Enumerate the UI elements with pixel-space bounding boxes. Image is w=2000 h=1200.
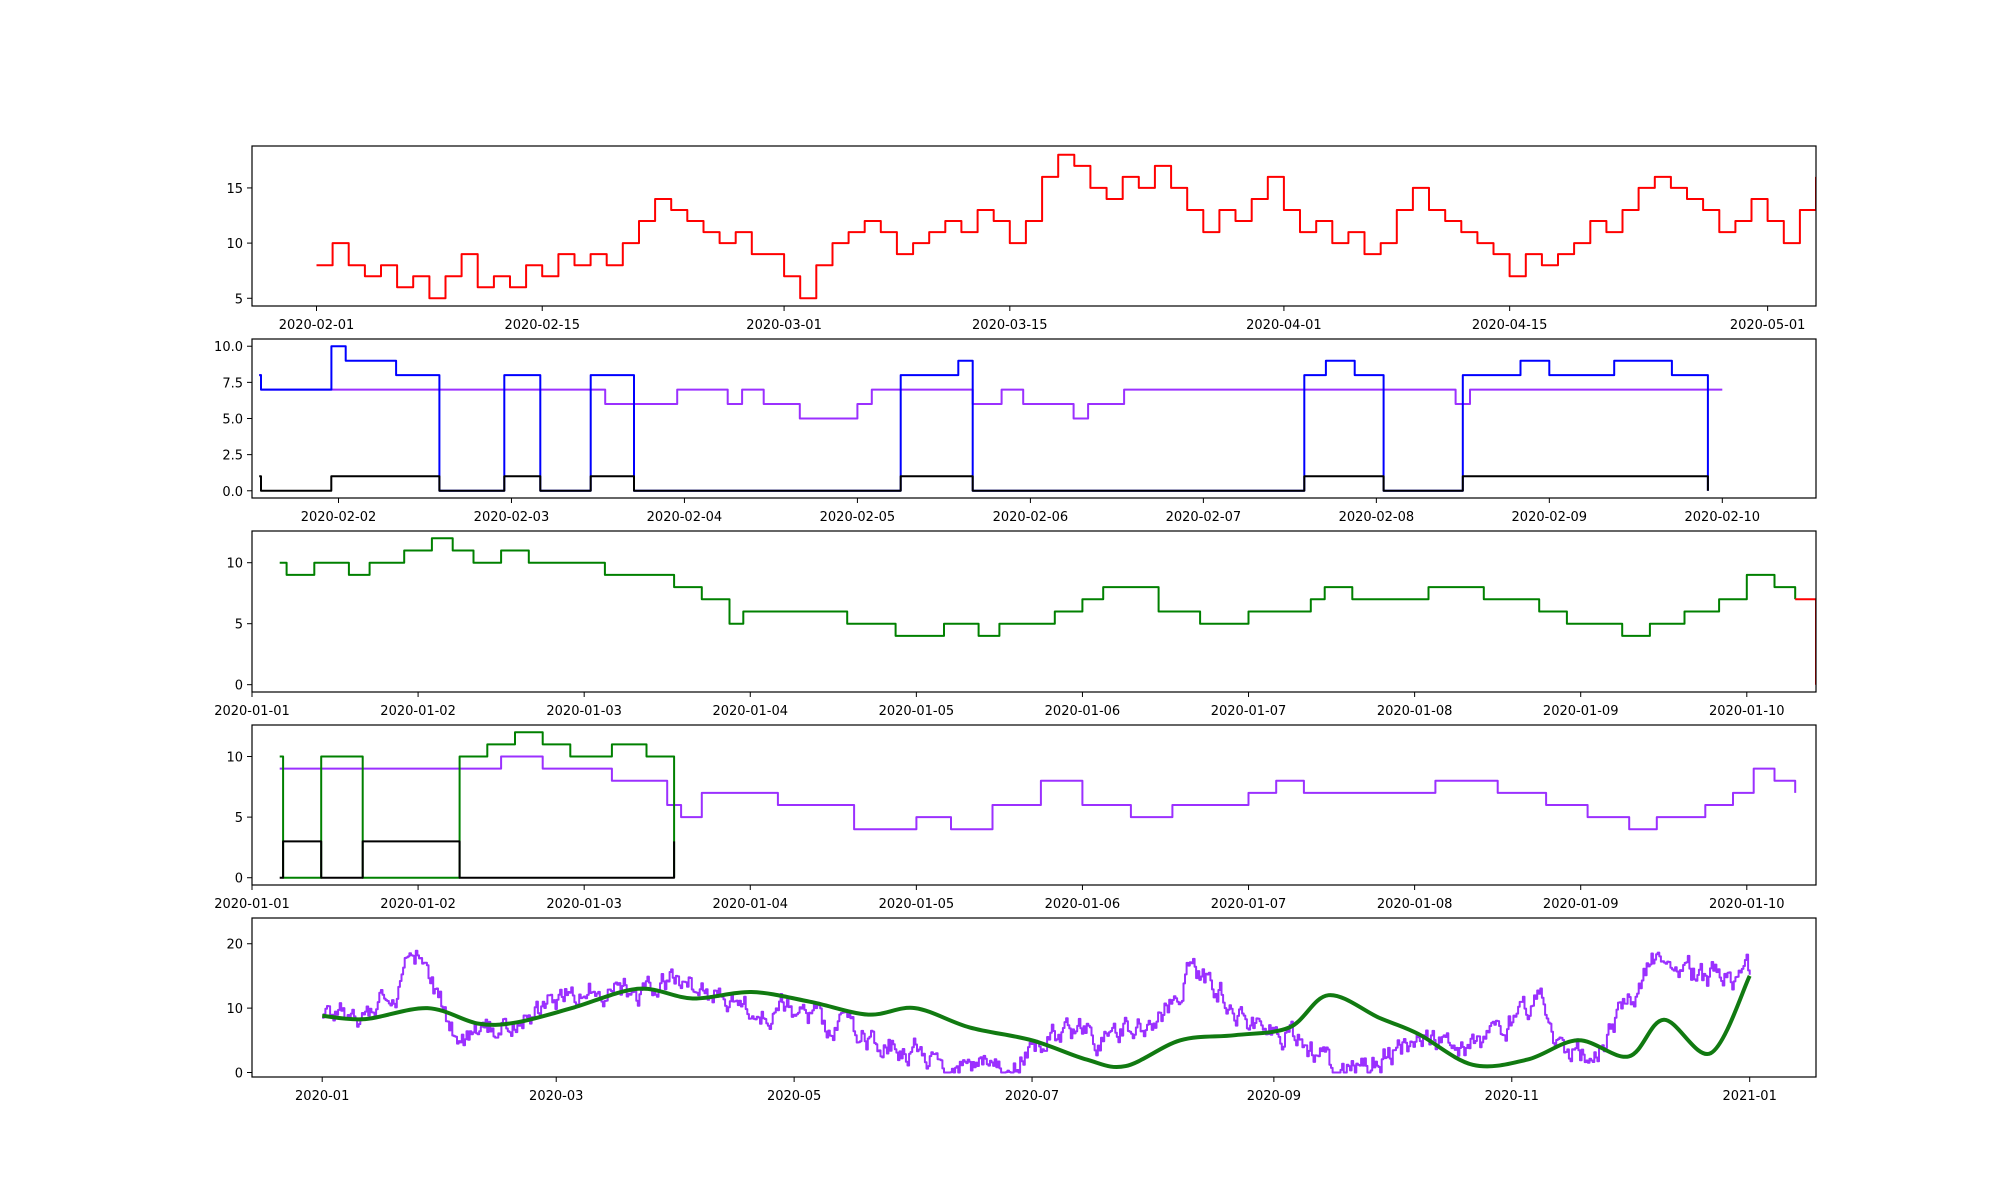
series-line-2	[259, 345, 1709, 492]
x-tick-label: 2020-01-05	[879, 897, 955, 912]
series-line-1	[279, 537, 1797, 637]
series-line-1	[316, 153, 1816, 300]
x-tick-label: 2020-01-02	[380, 704, 456, 719]
x-tick-label: 2020-01-04	[712, 897, 788, 912]
series-group	[321, 949, 1752, 1074]
series-line-2	[279, 731, 676, 879]
axes-frame	[251, 917, 1817, 1078]
x-tick-label: 2020-04-01	[1246, 318, 1322, 333]
x-tick-label: 2020-02-05	[820, 510, 896, 525]
series-line-3	[279, 840, 676, 879]
x-tick-label: 2020-02-07	[1166, 510, 1242, 525]
series-line-2	[321, 975, 1752, 1070]
x-tick-label: 2020-01-01	[214, 897, 290, 912]
x-tick-label: 2020-02-01	[279, 318, 355, 333]
y-tick-label: 7.5	[222, 376, 243, 391]
series-line-2	[1795, 598, 1816, 685]
series-group	[279, 537, 1816, 685]
y-tick-label: 10	[226, 751, 243, 766]
chart-panel-1: 2020-02-01 2020-02-15 2020-03-01 2020-03-15…	[226, 145, 1817, 333]
x-tick-label: 2020-11	[1485, 1089, 1539, 1104]
x-tick-label: 2020-01-08	[1377, 897, 1453, 912]
x-tick-label: 2020-02-04	[647, 510, 723, 525]
x-tick-label: 2020-02-03	[474, 510, 550, 525]
axes-frame	[251, 724, 1817, 886]
x-tick-label: 2020-01-09	[1543, 704, 1619, 719]
x-tick-label: 2020-01-06	[1045, 704, 1121, 719]
x-tick-label: 2020-02-10	[1685, 510, 1761, 525]
x-tick-label: 2020-05	[767, 1089, 821, 1104]
x-tick-label: 2020-05-01	[1730, 318, 1806, 333]
y-tick-label: 0	[235, 872, 243, 887]
axes-frame	[251, 145, 1817, 307]
chart-panel-4: 2020-01-01 2020-01-02 2020-01-03 2020-01-04…	[214, 724, 1817, 912]
chart-panel-2: 2020-02-02 2020-02-03 2020-02-04 2020-02-05…	[214, 338, 1817, 525]
series-group	[279, 731, 1797, 879]
x-tick-label: 2020-01-01	[214, 704, 290, 719]
x-tick-label: 2020-02-08	[1339, 510, 1415, 525]
y-tick-label: 2.5	[222, 449, 243, 464]
plot-area	[252, 146, 1816, 306]
series-group	[316, 153, 1816, 300]
y-tick-label: 10	[226, 557, 243, 572]
y-tick-label: 10	[226, 237, 243, 252]
x-tick-label: 2020-01-03	[546, 704, 622, 719]
plot-area	[252, 531, 1816, 692]
x-tick-label: 2020-01-08	[1377, 704, 1453, 719]
x-tick-label: 2020-01-07	[1211, 897, 1287, 912]
x-tick-label: 2020-03	[529, 1089, 583, 1104]
x-tick-label: 2020-01-10	[1709, 897, 1785, 912]
x-tick-label: 2020-02-06	[993, 510, 1069, 525]
x-tick-label: 2020-01-05	[879, 704, 955, 719]
x-tick-label: 2020-01-04	[712, 704, 788, 719]
chart-panel-3: 2020-01-01 2020-01-02 2020-01-03 2020-01-04…	[214, 530, 1817, 719]
x-tick-label: 2021-01	[1723, 1089, 1777, 1104]
x-tick-label: 2020-02-09	[1512, 510, 1588, 525]
series-line-1	[259, 374, 1723, 420]
y-tick-label: 10.0	[214, 340, 243, 355]
y-tick-label: 10	[226, 1002, 243, 1017]
x-tick-label: 2020-01-02	[380, 897, 456, 912]
x-tick-label: 2020-09	[1247, 1089, 1301, 1104]
x-tick-label: 2020-01	[295, 1089, 349, 1104]
series-line-1	[279, 755, 1797, 831]
axes-frame	[251, 530, 1817, 693]
x-tick-label: 2020-02-02	[301, 510, 377, 525]
x-tick-label: 2020-02-15	[504, 318, 580, 333]
plot-area	[252, 339, 1816, 498]
x-tick-label: 2020-03-01	[746, 318, 822, 333]
y-tick-label: 20	[226, 938, 243, 953]
y-tick-label: 5	[235, 811, 243, 826]
y-tick-label: 0.0	[222, 485, 243, 500]
x-tick-label: 2020-04-15	[1472, 318, 1548, 333]
x-tick-label: 2020-01-06	[1045, 897, 1121, 912]
chart-panel-5: 2020-01 2020-03 2020-05 2020-07 2020-09 2020-…	[226, 917, 1817, 1104]
y-tick-label: 0	[235, 679, 243, 694]
x-tick-label: 2020-03-15	[972, 318, 1048, 333]
x-tick-label: 2020-07	[1005, 1089, 1059, 1104]
x-tick-label: 2020-01-10	[1709, 704, 1785, 719]
y-tick-label: 5	[235, 618, 243, 633]
y-tick-label: 0	[235, 1066, 243, 1081]
y-tick-label: 5	[235, 292, 243, 307]
series-group	[259, 345, 1723, 492]
x-tick-label: 2020-01-03	[546, 897, 622, 912]
x-tick-label: 2020-01-07	[1211, 704, 1287, 719]
series-line-3	[259, 475, 1709, 492]
x-tick-label: 2020-01-09	[1543, 897, 1619, 912]
y-tick-label: 5.0	[222, 413, 243, 428]
y-tick-label: 15	[226, 182, 243, 197]
